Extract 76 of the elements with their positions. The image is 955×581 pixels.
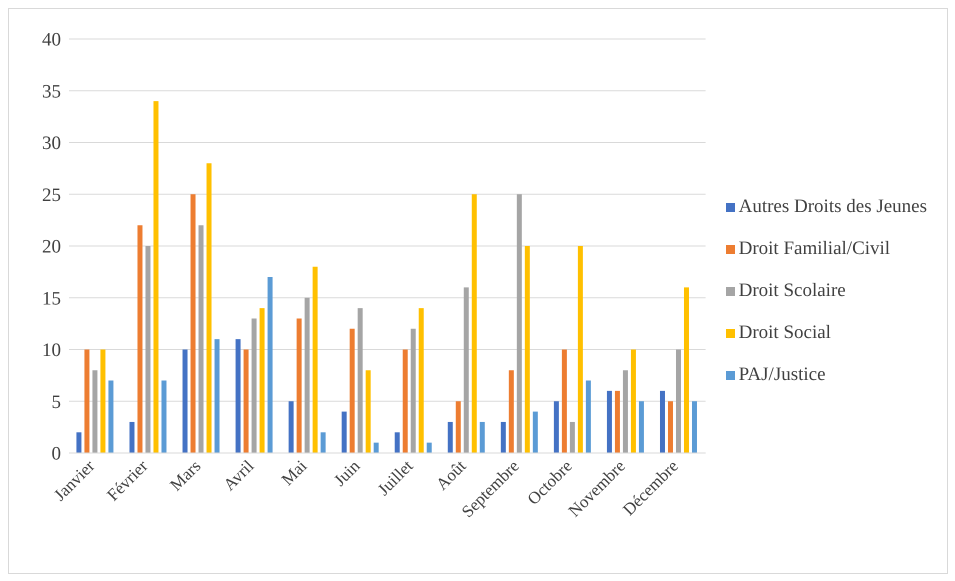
bar xyxy=(161,380,166,453)
bar xyxy=(676,350,681,453)
x-tick-label: Mai xyxy=(278,456,311,490)
bar xyxy=(456,401,461,453)
y-tick-label: 25 xyxy=(42,184,61,206)
bar xyxy=(394,432,400,453)
bar xyxy=(516,194,522,453)
legend-label: Droit Social xyxy=(738,322,831,343)
bar xyxy=(464,287,469,453)
bar xyxy=(268,277,273,453)
bar xyxy=(288,401,294,453)
bar xyxy=(472,194,477,453)
bar xyxy=(190,194,196,453)
bar xyxy=(244,350,249,453)
bar xyxy=(108,380,114,453)
bar xyxy=(304,298,310,453)
bar xyxy=(92,370,98,453)
y-tick-label: 35 xyxy=(42,81,61,102)
y-tick-label: 30 xyxy=(42,133,61,154)
bar xyxy=(145,246,150,453)
bar xyxy=(296,318,302,453)
bar xyxy=(342,412,347,453)
legend-label: PAJ/Justice xyxy=(738,364,826,385)
bar xyxy=(182,350,188,453)
bar xyxy=(562,350,567,453)
bar xyxy=(366,370,371,453)
bar xyxy=(638,401,644,453)
bar xyxy=(554,401,559,453)
bar xyxy=(448,422,453,453)
bar xyxy=(532,412,538,453)
y-tick-label: 5 xyxy=(52,392,61,413)
bar xyxy=(418,308,424,453)
bar xyxy=(214,339,220,453)
bar xyxy=(508,370,514,453)
y-tick-label: 20 xyxy=(42,236,61,258)
bar xyxy=(236,339,241,453)
bar xyxy=(630,350,636,453)
bar xyxy=(198,225,204,453)
bar xyxy=(410,328,416,453)
bar xyxy=(606,390,612,453)
bar xyxy=(84,350,90,453)
bar xyxy=(76,432,82,453)
bar xyxy=(570,422,575,453)
x-tick-label: Juin xyxy=(330,456,364,490)
bar xyxy=(668,401,673,453)
y-tick-label: 40 xyxy=(42,30,61,51)
bar xyxy=(350,328,355,453)
bar xyxy=(374,442,379,453)
bar xyxy=(684,287,689,453)
legend-label: Droit Scolaire xyxy=(738,280,846,301)
bar xyxy=(312,266,318,453)
bar xyxy=(426,442,432,453)
legend-label: Droit Familial/Civil xyxy=(738,238,890,259)
legend-label: Autres Droits des Jeunes xyxy=(738,196,927,217)
bar xyxy=(660,390,665,453)
y-tick-label: 10 xyxy=(42,340,61,362)
bar xyxy=(206,163,212,453)
bar xyxy=(692,401,697,453)
bar xyxy=(260,308,265,453)
bar xyxy=(153,101,158,453)
bar xyxy=(137,225,142,453)
bar xyxy=(480,422,485,453)
bar xyxy=(524,246,530,453)
bar xyxy=(500,422,506,453)
bar xyxy=(320,432,326,453)
bar xyxy=(100,350,106,453)
bar xyxy=(402,350,408,453)
bar xyxy=(578,246,583,453)
bar xyxy=(358,308,363,453)
bar xyxy=(622,370,628,453)
y-tick-label: 15 xyxy=(42,288,61,310)
bar xyxy=(586,380,591,453)
bar xyxy=(252,318,257,453)
bar xyxy=(614,390,620,453)
bar xyxy=(129,422,134,453)
y-tick-label: 0 xyxy=(52,444,61,465)
